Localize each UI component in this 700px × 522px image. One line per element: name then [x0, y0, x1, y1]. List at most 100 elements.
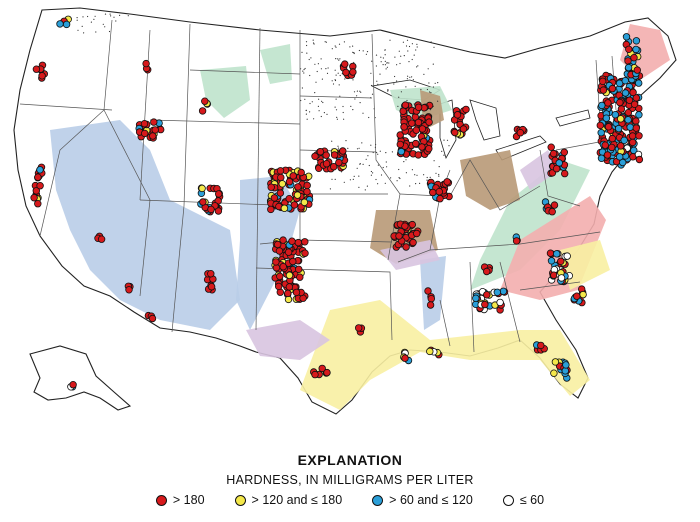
sample-point: [294, 238, 302, 247]
sample-point: [550, 271, 558, 279]
sample-point: [267, 183, 275, 191]
sample-point: [62, 20, 71, 29]
sample-point: [496, 298, 504, 307]
sample-point: [395, 232, 403, 240]
sample-point: [562, 361, 570, 369]
sample-point: [400, 123, 408, 131]
sample-point: [617, 105, 626, 113]
sample-point: [624, 116, 632, 124]
sample-point: [632, 117, 640, 125]
sample-point: [414, 103, 423, 111]
legend-label: > 120 and ≤ 180: [251, 493, 343, 507]
sample-point: [537, 341, 545, 350]
sample-point: [301, 249, 309, 257]
sample-point: [426, 301, 435, 309]
sample-point: [424, 287, 432, 295]
sample-point: [349, 68, 357, 76]
blue-dot-icon: [372, 494, 384, 506]
sample-point: [267, 205, 275, 214]
sample-point: [279, 263, 287, 271]
sample-point: [30, 193, 38, 202]
sample-point: [611, 110, 619, 119]
sample-point: [617, 115, 625, 123]
sample-point: [549, 149, 558, 158]
legend-item-60to120: > 60 and ≤ 120: [372, 493, 473, 507]
sample-point: [36, 166, 44, 174]
sample-point: [426, 347, 434, 356]
sample-point: [633, 66, 641, 74]
sample-point: [493, 288, 501, 296]
sample-point: [462, 105, 470, 114]
sample-point: [276, 167, 285, 175]
sample-point: [412, 139, 420, 148]
sample-point: [396, 131, 404, 139]
sample-point: [551, 358, 560, 366]
sample-point: [413, 229, 421, 238]
legend-label: > 60 and ≤ 120: [389, 493, 473, 507]
sample-point: [199, 198, 207, 206]
sample-point: [616, 153, 624, 161]
sample-point: [32, 187, 40, 195]
sample-point: [598, 101, 606, 110]
sample-point: [284, 289, 292, 298]
sample-point: [599, 86, 608, 94]
sample-point: [36, 181, 44, 190]
sample-point: [335, 158, 343, 167]
sample-point: [150, 118, 158, 126]
sample-point: [635, 132, 643, 140]
sample-point: [547, 257, 556, 265]
legend-title: EXPLANATION: [297, 452, 403, 468]
sample-point: [626, 123, 634, 131]
sample-point: [409, 238, 417, 247]
sample-point: [414, 151, 422, 159]
sample-point: [596, 121, 604, 130]
sample-point: [414, 118, 423, 127]
sample-point: [140, 129, 149, 138]
legend-label: ≤ 60: [519, 493, 545, 507]
sample-point: [557, 257, 565, 265]
sample-point: [429, 188, 437, 197]
sample-point: [418, 125, 427, 133]
sample-point: [149, 132, 157, 140]
sample-point: [288, 237, 296, 245]
sample-point: [621, 76, 629, 85]
sample-point: [552, 164, 561, 173]
sample-point: [290, 201, 299, 209]
sample-point: [625, 96, 634, 104]
sample-point: [635, 79, 643, 87]
explanation-legend: EXPLANATION HARDNESS, IN MILLIGRAMS PER …: [0, 448, 700, 522]
sample-point: [56, 20, 64, 28]
sample-point: [620, 136, 628, 144]
sample-point: [275, 247, 284, 255]
sample-point: [322, 159, 331, 168]
sample-point: [303, 187, 311, 196]
sample-point: [276, 189, 285, 197]
lake-huron: [469, 99, 501, 141]
sample-point: [272, 258, 280, 266]
sample-point: [277, 173, 285, 182]
legend-item-120to180: > 120 and ≤ 180: [234, 493, 343, 507]
lake-ontario: [555, 109, 591, 127]
sample-point: [481, 300, 489, 309]
sample-point: [355, 324, 363, 332]
sample-point: [270, 194, 279, 202]
sample-point: [408, 119, 416, 127]
sample-point: [548, 207, 556, 216]
sample-point: [629, 138, 637, 147]
sample-point: [608, 84, 617, 93]
sample-point: [142, 59, 150, 68]
sample-point: [459, 125, 468, 133]
sample-point: [621, 89, 630, 97]
sample-point: [274, 240, 282, 249]
sample-point: [289, 257, 297, 266]
sample-point: [292, 288, 301, 297]
sample-point: [451, 128, 459, 137]
sample-point: [301, 238, 309, 246]
sample-point: [276, 272, 284, 280]
sample-point: [207, 205, 215, 214]
sample-point: [285, 271, 294, 279]
sample-point: [597, 154, 606, 162]
sample-point: [563, 252, 571, 260]
sample-point: [316, 147, 325, 156]
sample-point: [278, 180, 286, 188]
